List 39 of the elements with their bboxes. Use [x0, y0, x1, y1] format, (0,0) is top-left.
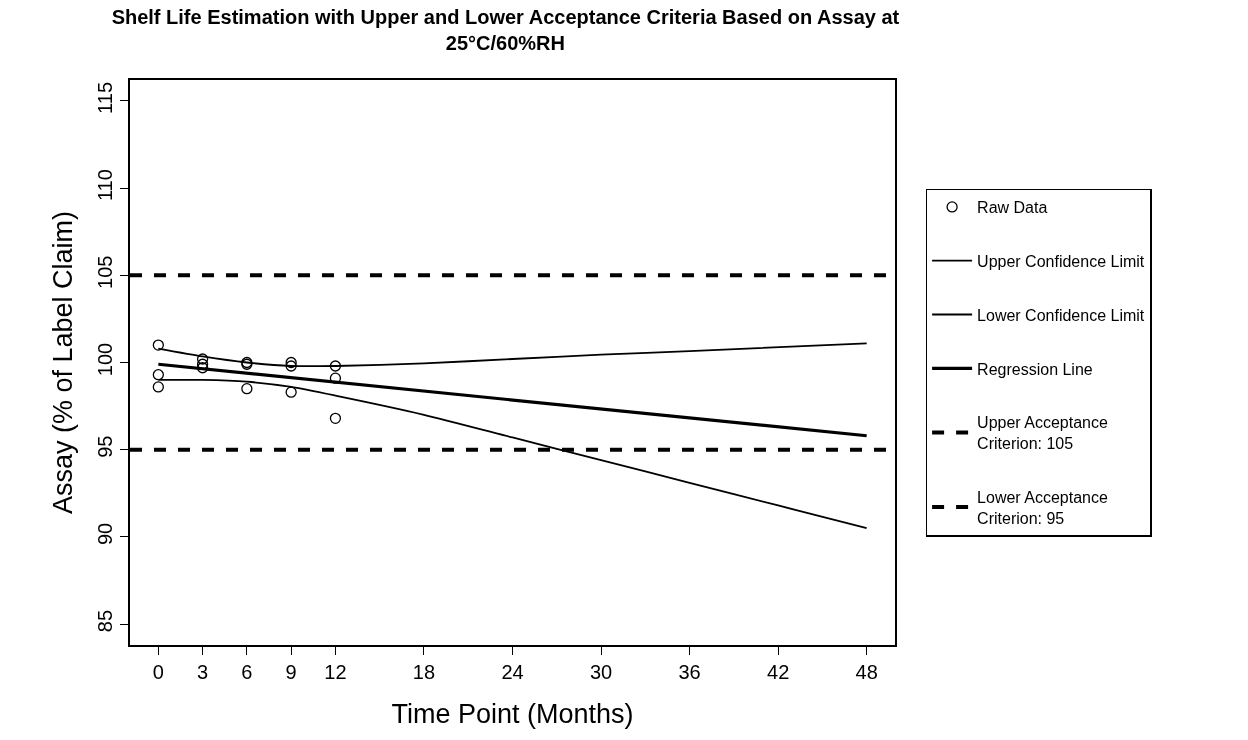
point — [152, 381, 164, 393]
legend-label: Regression Line — [977, 360, 1093, 378]
legend-label: Upper Acceptance Criterion: 105 — [977, 414, 1108, 453]
y-tick-label: 105 — [94, 255, 117, 289]
point — [329, 412, 342, 424]
x-tick-label: 18 — [412, 660, 436, 683]
point — [329, 360, 342, 372]
chart-title: Shelf Life Estimation with Upper and Lower Acceptance Criteria Based on Assay at 25°C/60%RH — [111, 6, 900, 55]
x-axis-title: Time Point (Months) — [391, 698, 634, 729]
point — [196, 353, 209, 365]
x-tick-label: 42 — [767, 660, 790, 683]
y-tick-label: 85 — [94, 609, 117, 633]
legend-label: Raw Data — [977, 199, 1048, 217]
x-tick-label: 30 — [589, 660, 613, 683]
legend-label: Upper Confidence Limit — [977, 252, 1145, 270]
y-tick-label: 110 — [94, 169, 117, 202]
x-tick-label: 48 — [855, 660, 878, 683]
legend-label: Lower Confidence Limit — [977, 306, 1145, 324]
x-tick-label: 12 — [324, 660, 347, 683]
x-tick-label: 9 — [285, 660, 297, 683]
x-tick-label: 36 — [678, 660, 701, 683]
point — [241, 383, 253, 395]
point — [152, 369, 164, 381]
y-axis-title: Assay (% of Label Claim) — [47, 210, 78, 515]
x-tick-label: 24 — [501, 660, 524, 683]
x-tick-label: 3 — [197, 660, 209, 683]
point — [196, 362, 209, 374]
x-tick-label: 6 — [241, 660, 253, 683]
point — [285, 386, 297, 398]
x-tick-label: 0 — [152, 660, 164, 683]
legend-label: Lower Acceptance Criterion: 95 — [977, 488, 1108, 527]
y-tick-label: 100 — [94, 342, 117, 377]
y-tick-label: 115 — [94, 81, 117, 114]
point — [285, 360, 297, 372]
point — [329, 372, 342, 384]
y-tick-label: 95 — [94, 435, 117, 458]
y-tick-label: 90 — [94, 522, 117, 546]
point — [152, 339, 164, 351]
point — [285, 356, 297, 369]
